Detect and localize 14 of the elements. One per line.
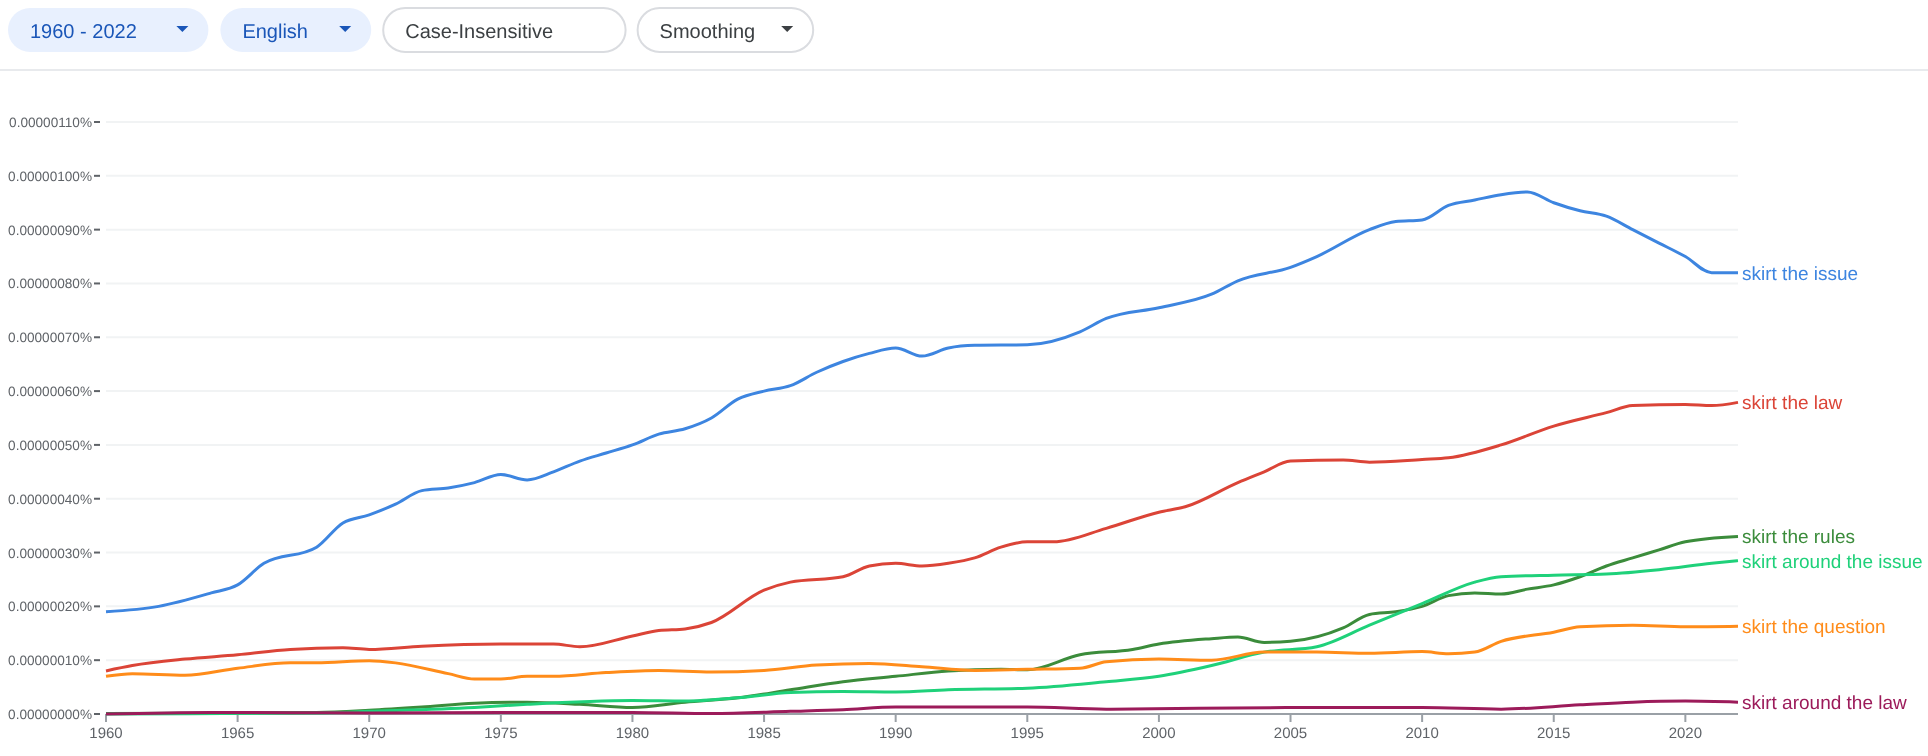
series-label: skirt the rules <box>1742 527 1856 550</box>
text: Smoothing <box>659 22 756 44</box>
series-label: skirt the issue <box>1742 263 1859 286</box>
series-label: skirt around the issue <box>1742 551 1923 574</box>
line-series <box>104 699 1740 716</box>
text: Case-Insensitive <box>405 22 554 44</box>
series-label: skirt around the law <box>1742 693 1908 716</box>
line-series <box>104 400 1740 673</box>
text: 1960 - 2022 <box>30 22 138 44</box>
series-label: skirt the law <box>1742 393 1843 416</box>
series-label: skirt the question <box>1742 617 1886 640</box>
line-series <box>104 190 1740 614</box>
text: English <box>242 22 309 44</box>
line-series <box>104 623 1740 681</box>
